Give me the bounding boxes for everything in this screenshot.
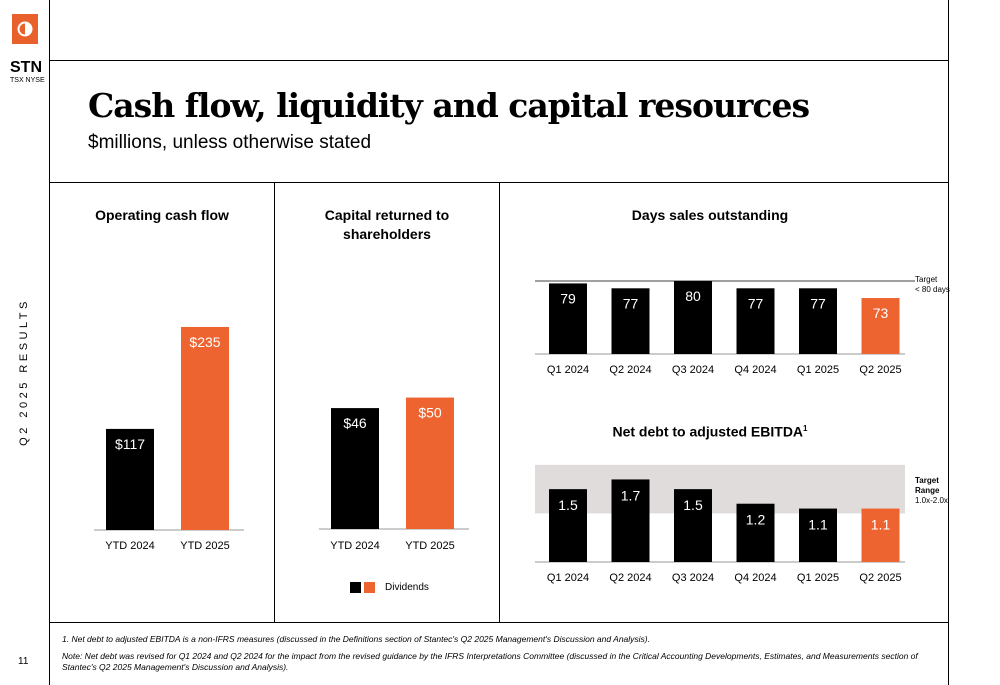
x-tick-label-4: Q4 2024: [734, 364, 776, 376]
company-ticker: STN: [10, 59, 42, 76]
dso-chart-title: Days sales outstanding: [560, 206, 860, 225]
bar-5: [799, 508, 837, 562]
operating-cash-flow-chart: $117 YTD 2024 $235 YTD 2025: [94, 326, 244, 552]
data-label-1: 1.5: [558, 497, 578, 513]
bar-2: [181, 326, 229, 530]
bar-5: [799, 288, 837, 354]
x-tick-label-2: YTD 2025: [180, 540, 230, 552]
x-tick-label-2: Q2 2024: [609, 364, 651, 376]
dso-target-label-line2: < 80 days: [915, 285, 950, 294]
nd-target-label: Target Range 1.0x-2.0x: [915, 476, 948, 506]
x-tick-label-1: Q1 2024: [547, 572, 589, 584]
dso-chart-title-text: Days sales outstanding: [631, 207, 789, 223]
net-debt-chart-title-text: Net debt to adjusted EBITDA: [612, 423, 804, 440]
nd-target-label-line2: Range: [915, 486, 940, 495]
panel-divider-1: [274, 182, 275, 622]
bar-1: [106, 428, 154, 530]
data-label-6: 73: [873, 305, 889, 321]
x-tick-label-3: Q3 2024: [672, 364, 714, 376]
legend-swatch-black: [350, 582, 361, 593]
nd-target-label-line1: Target: [915, 476, 939, 485]
x-tick-label-2: Q2 2024: [609, 572, 651, 584]
data-label-2: $235: [189, 334, 220, 350]
bar-2: [611, 288, 650, 354]
right-divider: [948, 0, 949, 685]
data-label-6: 1.1: [871, 517, 891, 533]
capital-chart-title-text: Capital returned to shareholders: [324, 207, 450, 242]
page-subtitle: $millions, unless otherwise stated: [88, 132, 372, 153]
page-title: Cash flow, liquidity and capital resourc…: [88, 86, 810, 125]
ocf-chart-title-text: Operating cash flow: [95, 207, 229, 223]
page-number: 11: [18, 656, 29, 667]
data-label-2: 1.7: [621, 487, 641, 503]
bar-1: [331, 408, 379, 529]
data-label-4: 77: [748, 295, 764, 311]
target-range-band: [535, 464, 905, 514]
bar-1: [549, 489, 587, 562]
top-divider: [49, 60, 949, 61]
x-tick-label-4: Q4 2024: [734, 572, 776, 584]
bar-3: [674, 489, 712, 562]
data-label-1: $117: [115, 436, 145, 452]
data-label-5: 77: [810, 295, 826, 311]
x-tick-label-5: Q1 2025: [797, 364, 839, 376]
bar-2: [611, 479, 650, 562]
footnote: 1. Net debt to adjusted EBITDA is a non-…: [62, 634, 650, 644]
left-divider: [49, 0, 50, 685]
bar-4: [736, 288, 775, 354]
bar-2: [406, 397, 454, 529]
bar-1: [549, 283, 587, 354]
dso-target-label-line1: Target: [915, 275, 938, 284]
data-label-5: 1.1: [808, 517, 828, 533]
x-tick-label-1: Q1 2024: [547, 364, 589, 376]
bar-6: [861, 508, 900, 562]
capital-chart-title: Capital returned to shareholders: [312, 206, 462, 244]
logo-mark-icon: [17, 21, 33, 37]
data-label-4: 1.2: [746, 512, 766, 528]
legend: Dividends: [350, 582, 429, 593]
bar-4: [736, 503, 775, 562]
side-label: Q2 2025 RESULTS: [18, 298, 30, 446]
legend-swatch-orange: [364, 582, 375, 593]
data-label-2: $50: [418, 405, 442, 421]
bar-6: [861, 298, 900, 354]
x-tick-label-1: YTD 2024: [105, 540, 155, 552]
x-tick-label-6: Q2 2025: [859, 364, 901, 376]
net-debt-chart-title: Net debt to adjusted EBITDA1: [560, 419, 860, 442]
ocf-chart-title: Operating cash flow: [92, 206, 232, 225]
bar-3: [674, 281, 712, 354]
data-label-1: $46: [343, 415, 367, 431]
days-sales-outstanding-chart: 79 Q1 2024 77 Q2 2024 80 Q3 2024 77 Q4 2024 77 Q1…: [535, 280, 915, 376]
data-label-3: 80: [685, 288, 701, 304]
revision-note: Note: Net debt was revised for Q1 2024 a…: [62, 651, 918, 672]
footnote-marker: 1: [803, 424, 808, 433]
stock-exchanges: TSX NYSE: [10, 77, 45, 84]
data-label-1: 79: [560, 290, 576, 306]
company-logo: [12, 14, 38, 44]
data-label-3: 1.5: [683, 497, 703, 513]
nd-target-label-line3: 1.0x-2.0x: [915, 496, 948, 505]
footer-divider: [49, 622, 949, 623]
x-tick-label-6: Q2 2025: [859, 572, 901, 584]
panel-divider-2: [499, 182, 500, 622]
x-tick-label-2: YTD 2025: [405, 540, 455, 552]
capital-returned-chart: $46 YTD 2024 $50 YTD 2025: [319, 397, 469, 552]
net-debt-ebitda-chart: 1.5 Q1 2024 1.7 Q2 2024 1.5 Q3 2024 1.2 Q4 2024…: [535, 464, 905, 584]
data-label-2: 77: [623, 295, 639, 311]
x-tick-label-1: YTD 2024: [330, 540, 380, 552]
x-tick-label-5: Q1 2025: [797, 572, 839, 584]
x-tick-label-3: Q3 2024: [672, 572, 714, 584]
dso-target-label: Target < 80 days: [915, 275, 950, 295]
legend-label: Dividends: [385, 582, 429, 593]
